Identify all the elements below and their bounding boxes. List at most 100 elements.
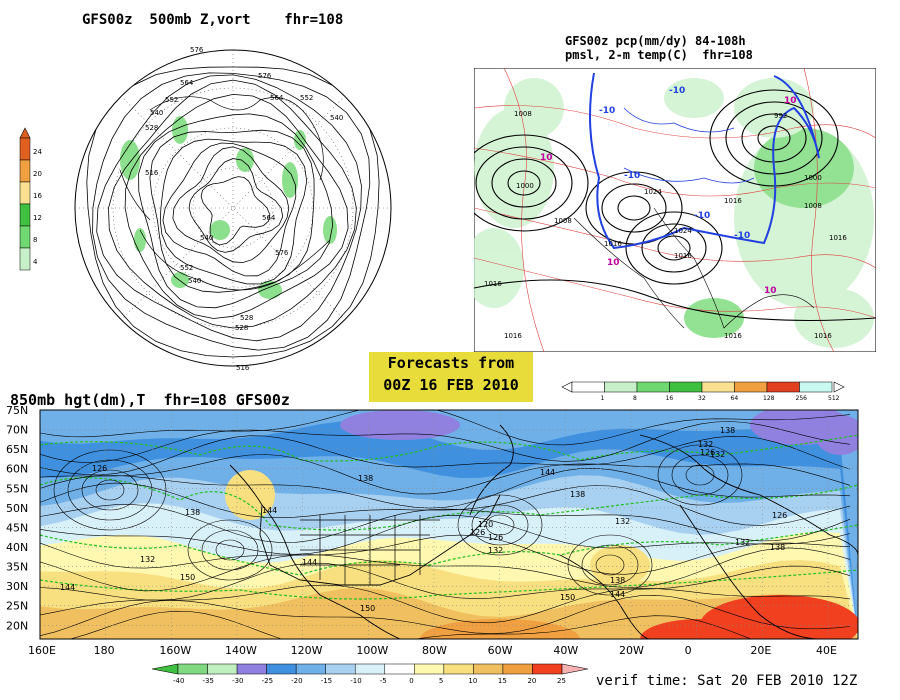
polar-contour-label: 516 [236, 364, 250, 372]
height-contour-line [40, 594, 851, 636]
height-contour-label: 138 [358, 474, 373, 483]
temp-colorbar-left-arrow [151, 663, 179, 675]
polar-contour-label: 552 [165, 96, 178, 104]
polar-contour-line [86, 66, 380, 358]
latitude-label: 55N [6, 482, 28, 495]
isobar-label: 1016 [674, 252, 692, 260]
temp-area [815, 415, 858, 455]
height-contour-label: 126 [700, 448, 715, 457]
isobar-line [601, 183, 667, 233]
height-contour-label: 126 [92, 464, 107, 473]
temp-colorbar-label: 0 [409, 677, 413, 685]
height-contour-label: 138 [185, 508, 200, 517]
isobar-label: 1016 [724, 197, 742, 205]
height-contour-label: 126 [488, 533, 503, 542]
isobar-label: 992 [774, 112, 787, 120]
temp-area [225, 470, 275, 520]
temp-colorbar-box [266, 663, 297, 675]
height-contour-label: 150 [180, 573, 195, 582]
longitude-label: 160W [159, 644, 191, 657]
height-contour-label: 144 [302, 558, 317, 567]
polar-contour-label: 576 [190, 46, 204, 54]
longitude-label: 140W [225, 644, 257, 657]
isobar-label: 1016 [484, 280, 502, 288]
precip-colorbar-label: 8 [633, 395, 637, 402]
temp-colorbar-box [236, 663, 267, 675]
precip-colorbar-label: 32 [698, 395, 706, 402]
polar-contour-line [92, 72, 371, 351]
height-contour-line [95, 479, 125, 501]
latitude-label: 45N [6, 521, 28, 534]
temp-contour-label: -10 [734, 231, 750, 241]
temp-colorbar-box [325, 663, 356, 675]
precip-area [474, 228, 524, 308]
isobar-label: 1000 [516, 182, 534, 190]
polar-map-title: GFS00z 500mb Z,vort fhr=108 [82, 12, 344, 28]
latitude-label: 75N [6, 405, 28, 417]
polar-colorbar-label: 4 [33, 258, 38, 266]
isobar-line [709, 89, 839, 187]
polar-vorticity-area [236, 148, 254, 172]
height-contour-label: 138 [610, 576, 625, 585]
isobar-line [657, 235, 691, 261]
polar-vorticity-area [210, 220, 230, 240]
polar-colorbar-box [19, 181, 31, 205]
temp-contour-label: -10 [669, 86, 685, 96]
longitude-label: 100W [356, 644, 388, 657]
verif-time-label: verif time: Sat 20 FEB 2010 12Z [596, 673, 858, 689]
temp-contour-label: 10 [540, 153, 553, 163]
height-contour-line [81, 469, 139, 511]
precip-colorbar-box [604, 381, 638, 393]
height-contour-line [40, 504, 851, 543]
polar-colorbar-box [19, 247, 31, 271]
polar-vorticity-area [323, 216, 337, 244]
polar-colorbar-box [19, 225, 31, 249]
polar-contour-line [108, 79, 357, 329]
height-contour-line [581, 544, 639, 586]
isobar-line [475, 146, 573, 220]
height-contour-label: 144 [540, 468, 555, 477]
height-contour-line [187, 519, 273, 581]
precip-colorbar-box [636, 381, 670, 393]
temp-contour-label: 10 [784, 96, 797, 106]
temp-area [420, 619, 580, 639]
height-contour-line [40, 435, 851, 476]
temp-colorbar-box [354, 663, 386, 675]
temp-colorbar-label: 15 [498, 677, 507, 685]
precip-colorbar-box [669, 381, 703, 393]
isobar-line [641, 223, 707, 273]
longitude-label: 80W [422, 644, 447, 657]
latitude-label: 30N [6, 580, 28, 593]
latitude-label: 40N [6, 541, 28, 554]
temp-colorbar: -40 -35 -30 -25 -20 -15 -10 -5 0 5 10 15 20 25 [151, 663, 589, 685]
polar-colorbar-box [19, 137, 31, 161]
latitude-label: 65N [6, 443, 28, 456]
polar-contour-line [96, 74, 362, 342]
height-contour-label: 150 [360, 604, 375, 613]
isobar-label: 1016 [814, 332, 832, 340]
precip-colorbar-right-arrow [833, 381, 845, 393]
polar-contour-label: 564 [262, 214, 276, 222]
temp-colorbar-label: 10 [468, 677, 477, 685]
h850-map: 1261381441381441381321261201261321441321… [6, 405, 859, 657]
polar-colorbar-label: 12 [33, 214, 42, 222]
temp-area [340, 410, 460, 440]
height-contour-line [40, 454, 851, 495]
temp-colorbar-box [473, 663, 504, 675]
precip-colorbar-label: 16 [666, 395, 674, 402]
forecast-init-line2: 00Z 16 FEB 2010 [383, 376, 519, 394]
height-contour-label: 126 [772, 511, 787, 520]
longitude-label: 40E [816, 644, 837, 657]
precip-area [754, 128, 854, 208]
temp-area [640, 619, 760, 639]
polar-contour-line [138, 113, 334, 309]
isobar-label: 1024 [644, 188, 662, 196]
isobar-line [491, 158, 557, 208]
isobar-line [474, 279, 876, 322]
polar-contour-label: 564 [270, 94, 284, 102]
temp-contour-label: 10 [607, 258, 620, 268]
temp-contour-label: 10 [764, 286, 777, 296]
temp-colorbar-label: 5 [439, 677, 443, 685]
polar-500mb-map: 5765645525405285165765645525405285165525… [19, 46, 392, 372]
height-contour-line [485, 514, 515, 536]
